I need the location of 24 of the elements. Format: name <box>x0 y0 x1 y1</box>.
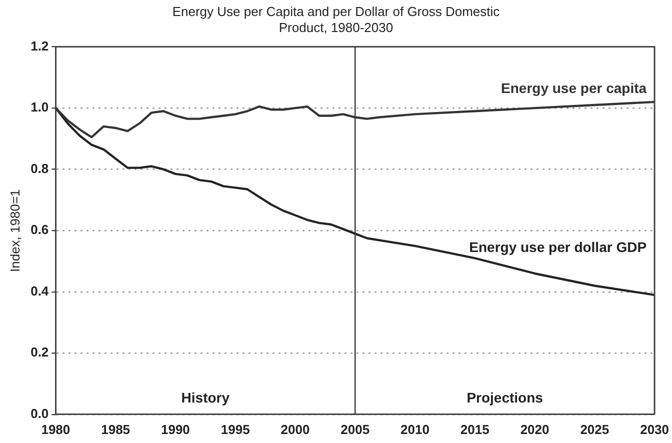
chart-title: Energy Use per Capita and per Dollar of Gross Domestic Product, 1980-2030 <box>171 4 501 36</box>
series-label: Energy use per dollar GDP <box>469 238 647 255</box>
x-tick-label: 2020 <box>520 422 550 437</box>
annotation: Projections <box>466 389 544 406</box>
y-tick-label: 0.6 <box>30 222 49 238</box>
x-tick-label: 2015 <box>460 422 490 437</box>
x-tick-label: 2025 <box>580 422 610 437</box>
x-tick-label: 2010 <box>400 422 430 437</box>
series-label: Energy use per capita <box>501 80 647 96</box>
x-tick-label: 1995 <box>220 422 250 437</box>
x-tick-label: 2000 <box>280 422 310 437</box>
x-tick-label: 2005 <box>340 422 370 437</box>
y-tick-label: 0.8 <box>30 160 49 176</box>
x-tick-label: 2030 <box>640 422 669 437</box>
y-tick-label: 0.2 <box>30 344 49 360</box>
y-tick-label: 1.2 <box>30 38 49 54</box>
x-tick-label: 1980 <box>41 422 70 437</box>
annotation: History <box>181 389 230 406</box>
x-tick-label: 1990 <box>160 422 190 437</box>
y-tick-label: 0.4 <box>30 283 50 298</box>
y-tick-label: 0.0 <box>30 406 49 421</box>
y-axis-title: Index, 1980=1 <box>7 189 22 272</box>
y-tick-label: 1.0 <box>30 100 49 115</box>
x-tick-label: 1985 <box>101 422 130 437</box>
